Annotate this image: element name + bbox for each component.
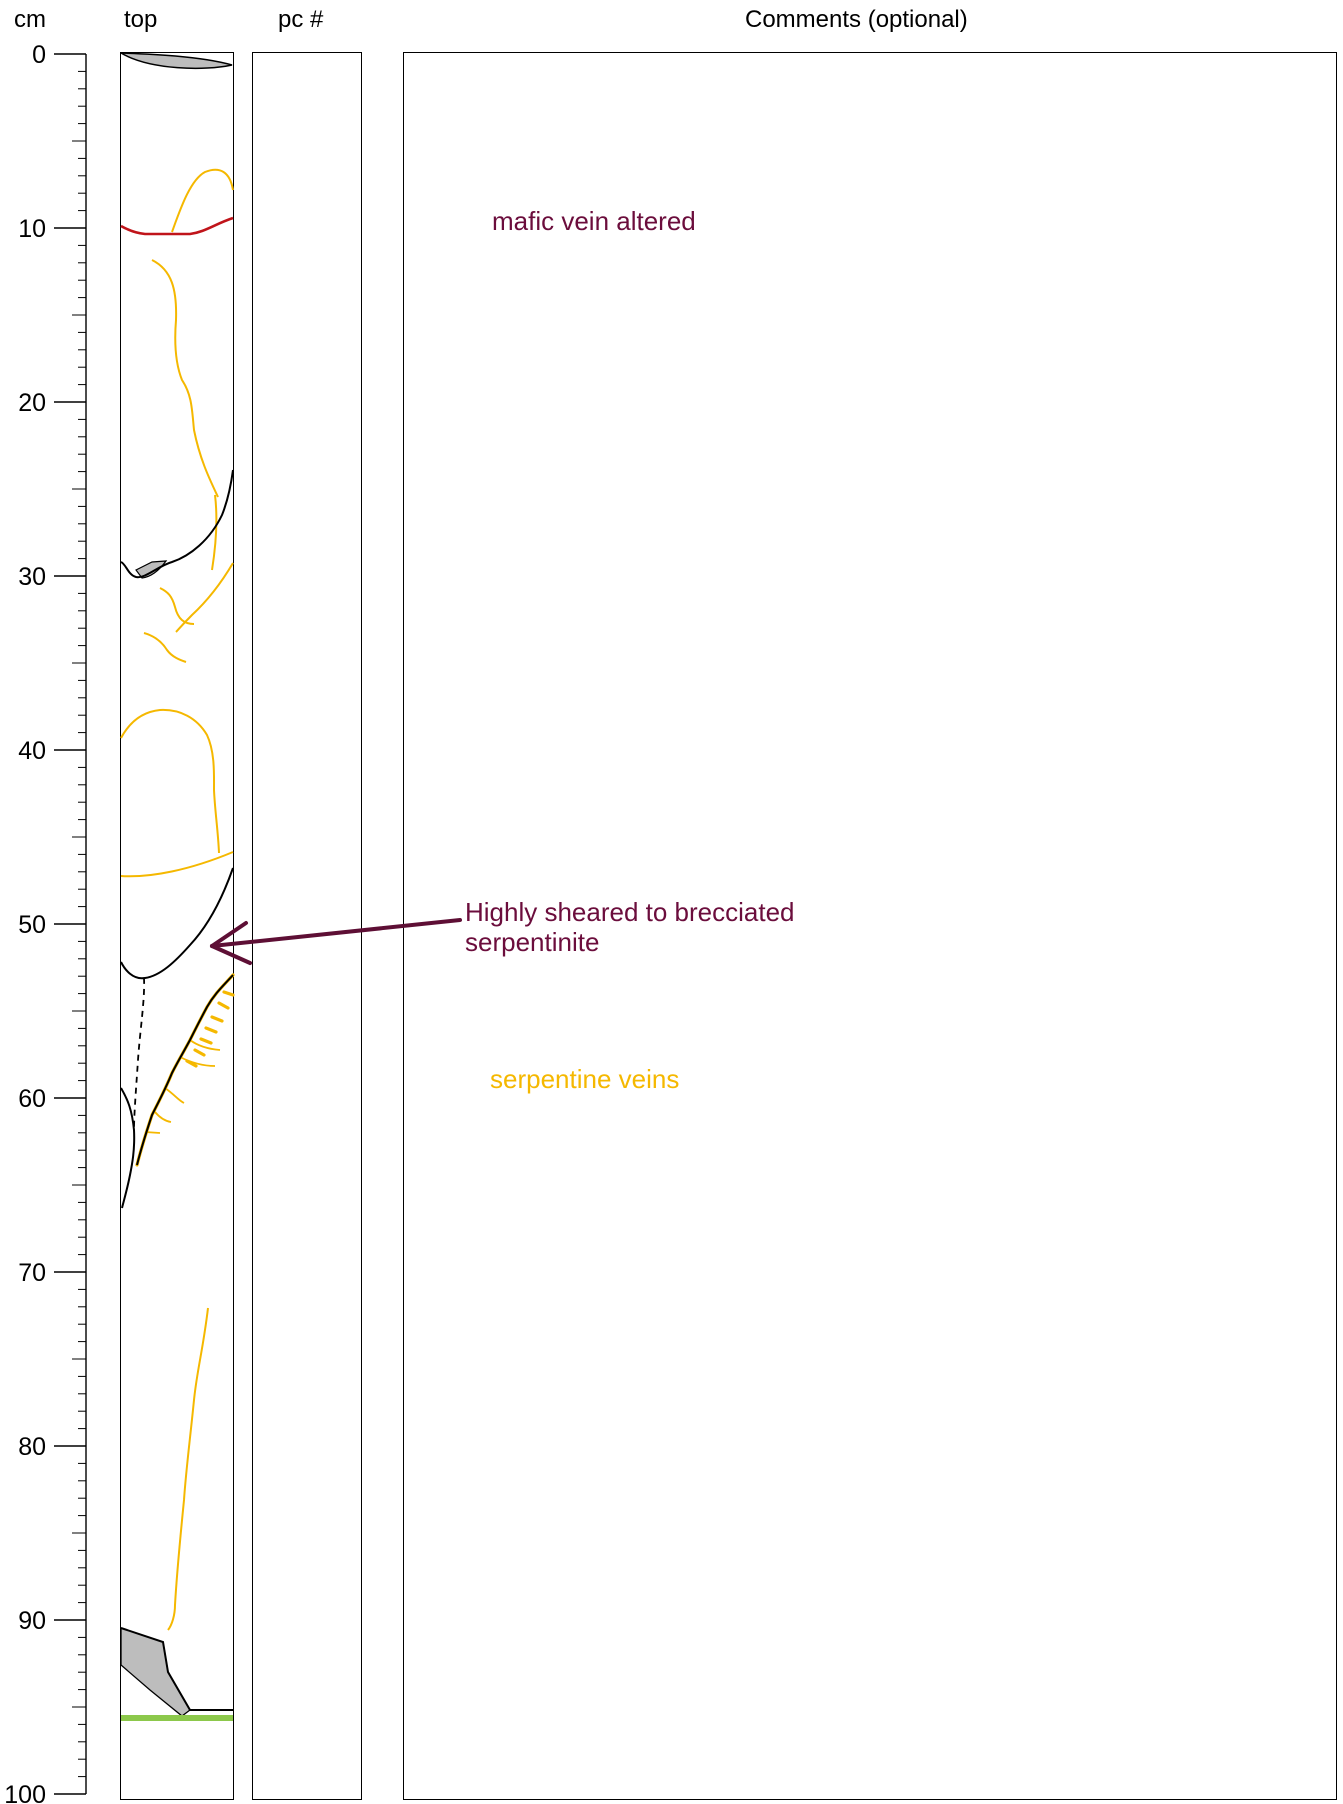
contact-line-3 (136, 974, 234, 1166)
depth-unit-header: cm (14, 6, 46, 33)
depth-tick-label: 40 (18, 737, 46, 765)
depth-tick-label: 90 (18, 1607, 46, 1635)
mafic-vein-annotation: mafic vein altered (492, 206, 696, 236)
contact-line-2 (120, 867, 234, 980)
depth-tick-label: 100 (4, 1781, 46, 1804)
core-top-header: top (124, 6, 158, 33)
serpentine-vein-6 (143, 632, 187, 663)
inferred-contact (133, 977, 146, 1131)
sheared-serpentinite-annotation-line1: Highly sheared to brecciated (465, 897, 795, 927)
contact-line-5 (120, 1627, 233, 1711)
depth-tick-label: 70 (18, 1259, 46, 1287)
sheared-zone-veinlet-1 (185, 990, 235, 1068)
contact-line-4 (120, 1087, 136, 1209)
depth-tick-label: 80 (18, 1433, 46, 1461)
small-gray-fragment (135, 560, 168, 579)
core-column (120, 52, 234, 1800)
depth-tick-label: 0 (32, 41, 46, 69)
depth-tick-label: 30 (18, 563, 46, 591)
serpentine-vein-7 (120, 708, 220, 854)
serpentine-vein-3 (211, 494, 218, 571)
depth-tick-label: 10 (18, 215, 46, 243)
contact-line-1 (120, 469, 234, 579)
serpentine-vein-5 (159, 587, 195, 625)
depth-tick-label: 20 (18, 389, 46, 417)
serpentine-vein-1 (171, 168, 234, 233)
top-gray-fragment (120, 52, 233, 70)
depth-tick-label: 60 (18, 1085, 46, 1113)
serpentine-vein-9 (167, 1307, 209, 1631)
mafic-vein (120, 216, 234, 236)
serpentine-veins-annotation: serpentine veins (490, 1064, 680, 1094)
piece-number-header: pc # (278, 6, 324, 33)
sheared-serpentinite-annotation-line2: serpentinite (465, 927, 600, 957)
depth-tick-label: 50 (18, 911, 46, 939)
comments-header: Comments (optional) (745, 6, 968, 33)
serpentine-vein-2 (151, 259, 219, 498)
piece-number-column[interactable] (252, 52, 362, 1800)
serpentine-vein-8 (120, 851, 234, 878)
serpentine-vein-4 (175, 562, 234, 633)
sheared-zone-veinlet-2 (144, 1039, 221, 1134)
